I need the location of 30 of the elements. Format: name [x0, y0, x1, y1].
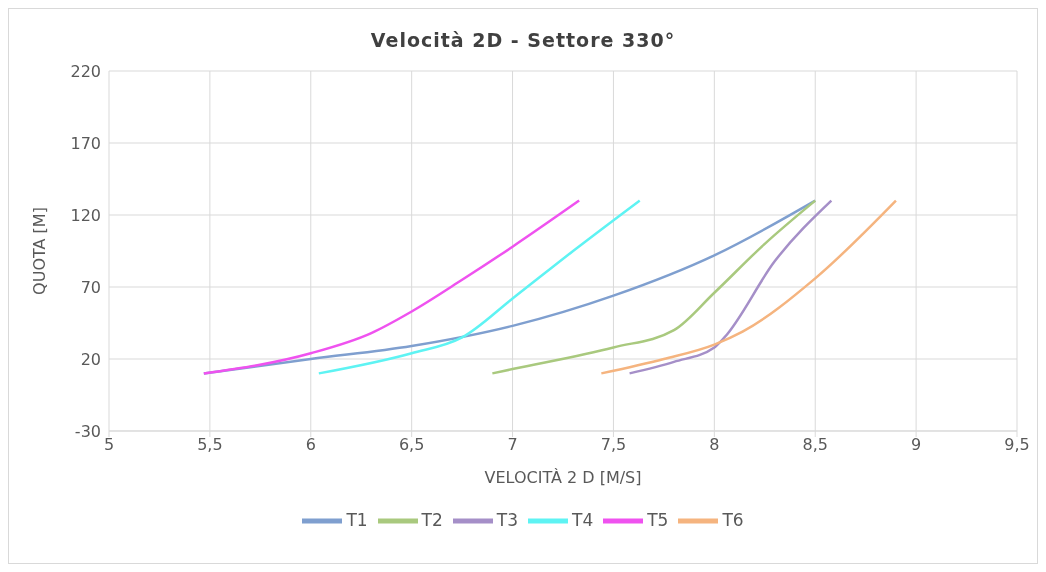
y-tick-label: -30: [74, 421, 101, 441]
y-tick-label: 120: [70, 205, 101, 225]
y-tick-label: 220: [70, 61, 101, 81]
x-tick-label: 8: [709, 435, 720, 455]
line-series: [317, 199, 641, 375]
x-tick-label: 5,5: [197, 435, 223, 455]
x-tick-label: 5: [103, 435, 115, 455]
line-series: [628, 199, 833, 375]
x-tick-label: 9: [911, 435, 922, 455]
line-series: [491, 199, 817, 375]
legend-label: T1: [346, 510, 368, 530]
y-tick-label: 70: [80, 277, 101, 297]
chart-title: Velocità 2D - Settore 330°: [369, 29, 677, 51]
legend-label: T3: [496, 510, 518, 530]
x-tick-label: 7,5: [600, 435, 627, 455]
y-tick-label: 20: [80, 349, 101, 369]
legend-label: T5: [647, 510, 669, 530]
y-tick-label: 170: [70, 133, 101, 153]
legend-label: T6: [722, 510, 744, 530]
legend-label: T4: [572, 510, 594, 530]
x-tick-label: 8,5: [802, 435, 828, 455]
legend-label: T2: [421, 510, 443, 530]
x-tick-label: 6: [305, 435, 316, 455]
y-axis-title: QUOTA [M]: [29, 207, 49, 295]
x-tick-label: 7: [507, 435, 518, 455]
x-tick-label: 6,5: [398, 435, 425, 455]
line-series: [600, 199, 898, 375]
x-tick-label: 9,5: [1004, 435, 1030, 455]
line-series: [202, 199, 581, 375]
x-axis-title: VELOCITÀ 2 D [M/S]: [484, 468, 642, 487]
